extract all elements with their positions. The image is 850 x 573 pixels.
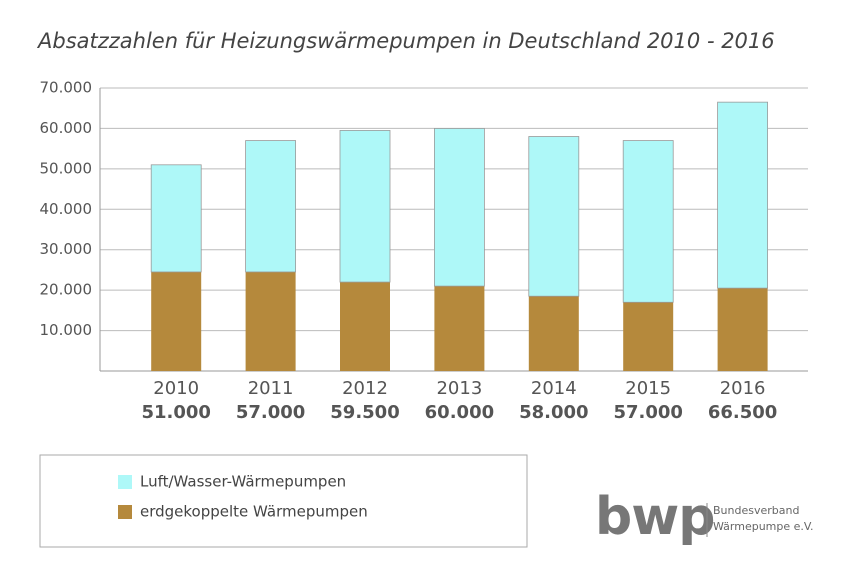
y-tick-label: 20.000 [40,281,93,299]
x-tick-label: 2014 [531,378,577,399]
legend-label: Luft/Wasser-Wärmepumpen [140,473,346,491]
bar-segment [340,282,390,371]
x-tick-label: 2010 [153,378,199,399]
logo: bwp Bundesverband Wärmepumpe e.V. [595,487,814,547]
x-tick-label: 2015 [625,378,671,399]
logo-text: Bundesverband [713,504,799,517]
x-tick-label: 2012 [342,378,388,399]
bar-segment [433,128,485,287]
y-tick-label: 70.000 [40,79,93,97]
bar-segment [150,164,202,273]
bar-segment [622,140,674,303]
legend-swatch [118,475,132,489]
x-tick-label: 2016 [720,378,766,399]
bar-segment [245,140,297,273]
total-label: 57.000 [613,402,682,423]
y-tick-label: 30.000 [40,240,93,258]
bar-segment [528,136,580,297]
chart-title: Absatzzahlen für Heizungswärmepumpen in … [36,29,775,53]
bar-segment [717,288,768,371]
total-label: 60.000 [425,402,494,423]
logo-mark: bwp [595,487,714,547]
y-tick-label: 60.000 [40,119,93,137]
y-tick-label: 40.000 [40,200,93,218]
legend-swatch [118,505,132,519]
bar-segment [339,130,391,283]
y-tick-label: 10.000 [40,321,93,339]
total-label: 59.500 [330,402,399,423]
x-tick-label: 2011 [248,378,294,399]
x-tick-label: 2013 [436,378,482,399]
bar-segment [245,271,296,371]
total-label: 58.000 [519,402,588,423]
total-label: 66.500 [708,402,777,423]
bar-segment [623,302,674,371]
y-tick-label: 50.000 [40,159,93,177]
bar-segment [434,286,485,371]
bar-segment [717,101,768,289]
legend-box [39,454,528,548]
total-label: 51.000 [141,402,210,423]
legend-label: erdgekoppelte Wärmepumpen [140,503,368,521]
bar-segment [151,271,202,371]
bar-segment [528,296,579,371]
logo-text: Wärmepumpe e.V. [713,520,814,533]
total-label: 57.000 [236,402,305,423]
